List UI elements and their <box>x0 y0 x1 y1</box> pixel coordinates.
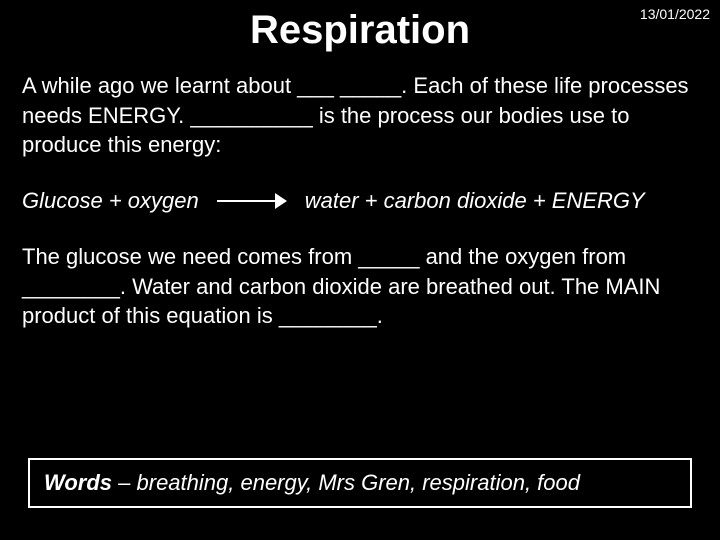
word-bank-label: Words <box>44 470 112 495</box>
arrow-icon <box>217 193 287 209</box>
paragraph-1: A while ago we learnt about ___ _____. E… <box>0 71 720 160</box>
equation-right: water + carbon dioxide + ENERGY <box>305 188 645 214</box>
paragraph-2: The glucose we need comes from _____ and… <box>0 242 720 331</box>
slide-date: 13/01/2022 <box>640 6 710 22</box>
word-bank: Words – breathing, energy, Mrs Gren, res… <box>28 458 692 508</box>
equation-left: Glucose + oxygen <box>22 188 199 214</box>
slide-title: Respiration <box>0 0 720 61</box>
equation: Glucose + oxygen water + carbon dioxide … <box>0 188 720 214</box>
word-bank-words: – breathing, energy, Mrs Gren, respirati… <box>112 470 580 495</box>
